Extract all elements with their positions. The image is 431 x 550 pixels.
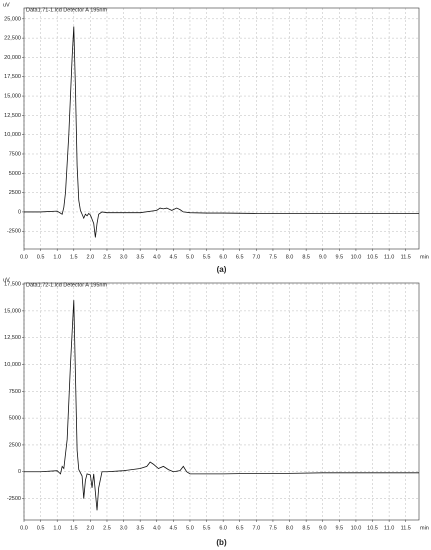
x-tick-label: 7.5 [269, 525, 277, 531]
x-tick-label: 1.0 [53, 254, 61, 260]
data-line [24, 300, 419, 511]
x-tick-label: 3.0 [120, 254, 128, 260]
y-tick-label: 0 [18, 469, 21, 475]
y-tick-label: 12,500 [4, 335, 21, 341]
x-tick-label: 3.5 [136, 254, 144, 260]
y-axis-label: uV [3, 2, 10, 8]
y-tick-label: -2500 [7, 229, 21, 235]
x-tick-label: 8.5 [302, 254, 310, 260]
x-tick-label: 11.0 [384, 525, 394, 531]
x-tick-label: 7.0 [253, 254, 261, 260]
y-tick-label: 12,500 [4, 113, 21, 119]
x-tick-label: 9.0 [319, 254, 327, 260]
y-tick-label: 15,000 [4, 94, 21, 100]
x-tick-label: 0.5 [37, 254, 45, 260]
x-tick-label: 10.5 [367, 254, 378, 260]
y-tick-label: 17,500 [4, 282, 21, 288]
x-tick-label: 0.0 [20, 254, 28, 260]
x-tick-label: 2.5 [103, 525, 111, 531]
x-tick-label: 4.0 [153, 254, 161, 260]
x-tick-label: 9.5 [336, 525, 344, 531]
x-tick-label: 7.0 [253, 525, 261, 531]
x-tick-label: 11.0 [384, 254, 394, 260]
x-tick-label: 1.5 [70, 525, 78, 531]
x-tick-label: 6.5 [236, 254, 244, 260]
x-tick-label: 8.0 [286, 254, 294, 260]
x-tick-label: 1.0 [53, 525, 61, 531]
x-tick-label: 3.5 [136, 525, 144, 531]
x-tick-label: 1.5 [70, 254, 78, 260]
x-tick-label: 11.5 [401, 525, 411, 531]
x-tick-label: 9.5 [336, 254, 344, 260]
x-tick-label: 6.0 [219, 254, 227, 260]
y-tick-label: -2500 [7, 496, 21, 502]
y-tick-label: 2500 [9, 190, 21, 196]
y-tick-label: 5000 [9, 171, 21, 177]
y-tick-label: 10,000 [4, 132, 21, 138]
x-tick-label: 2.5 [103, 254, 111, 260]
y-tick-label: 15,000 [4, 308, 21, 314]
x-tick-label: 4.5 [170, 254, 178, 260]
x-tick-label: 10.0 [351, 254, 362, 260]
x-tick-label: 3.0 [120, 525, 128, 531]
x-tick-label: 7.5 [269, 254, 277, 260]
x-tick-label: 4.0 [153, 525, 161, 531]
y-tick-label: 20,000 [4, 55, 21, 61]
x-tick-label: 2.0 [87, 254, 95, 260]
x-tick-label: 4.5 [170, 525, 178, 531]
caption: (b) [216, 538, 227, 547]
y-tick-label: 2500 [9, 442, 21, 448]
x-tick-label: 5.0 [186, 254, 194, 260]
plot-frame [23, 282, 420, 521]
x-unit: min [420, 525, 429, 531]
x-tick-label: 10.5 [367, 525, 378, 531]
y-tick-label: 25,000 [4, 16, 21, 22]
y-tick-label: 17,500 [4, 74, 21, 80]
legend-label: Data1.71-1.lcd Detector A 195nm [26, 7, 107, 13]
x-tick-label: 10.0 [351, 525, 362, 531]
y-tick-label: 0 [18, 209, 21, 215]
x-tick-label: 0.0 [20, 525, 28, 531]
y-tick-label: 10,000 [4, 362, 21, 368]
y-axis-label: uV [3, 277, 10, 283]
plot-frame [23, 7, 420, 250]
x-tick-label: 11.5 [401, 254, 411, 260]
y-tick-label: 5000 [9, 416, 21, 422]
x-tick-label: 5.0 [186, 525, 194, 531]
x-tick-label: 9.0 [319, 525, 327, 531]
x-tick-label: 6.0 [219, 525, 227, 531]
y-tick-label: 7500 [9, 151, 21, 157]
x-tick-label: 2.0 [87, 525, 95, 531]
x-tick-label: 5.5 [203, 254, 211, 260]
data-line [24, 26, 419, 238]
x-tick-label: 8.0 [286, 525, 294, 531]
x-tick-label: 0.5 [37, 525, 45, 531]
y-tick-label: 7500 [9, 389, 21, 395]
legend-label: Data1.72-1.lcd Detector A 195nm [26, 282, 107, 288]
x-tick-label: 5.5 [203, 525, 211, 531]
x-tick-label: 6.5 [236, 525, 244, 531]
caption: (a) [217, 265, 227, 274]
x-tick-label: 8.5 [302, 525, 310, 531]
y-tick-label: 22,500 [4, 36, 21, 42]
x-unit: min [420, 254, 429, 260]
